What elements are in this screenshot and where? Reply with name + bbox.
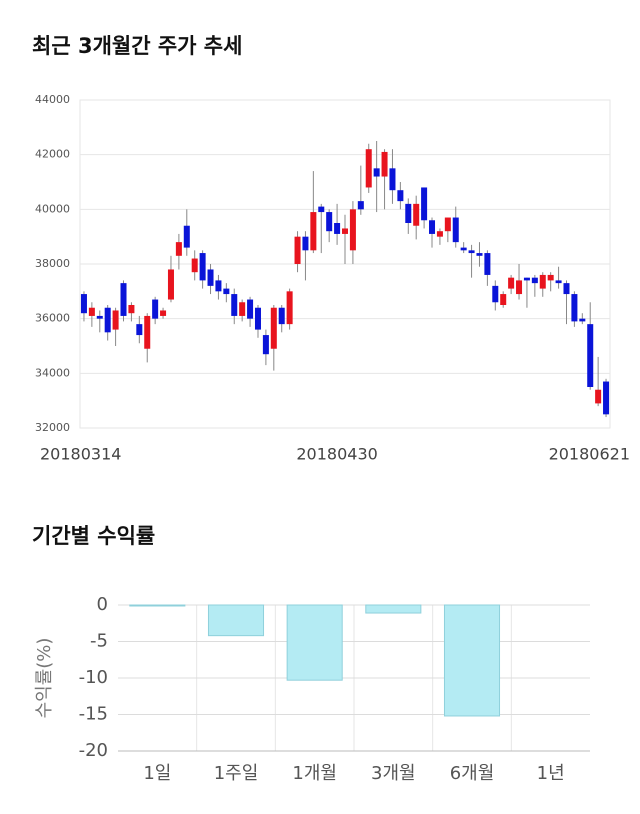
candle-body	[476, 253, 483, 256]
candle-body	[429, 220, 436, 234]
candle-body	[452, 217, 459, 243]
candle-body	[587, 324, 594, 387]
candle-body	[436, 231, 443, 237]
candle-body	[405, 203, 412, 223]
candle-body	[500, 294, 507, 305]
y-tick-label: 0	[97, 594, 108, 615]
bar	[286, 604, 343, 681]
candle-body	[516, 280, 523, 295]
candle-body	[136, 324, 143, 336]
candle-body	[286, 291, 293, 325]
candle-body	[152, 299, 159, 319]
candle-body	[310, 212, 317, 251]
candle-body	[603, 381, 610, 415]
candle-body	[595, 389, 602, 404]
candle-body	[397, 190, 404, 202]
candle-body	[341, 228, 349, 234]
candle-body	[357, 201, 364, 210]
candle-body	[389, 168, 396, 191]
candle-body	[167, 269, 174, 300]
candle-body	[334, 223, 341, 234]
bar	[365, 604, 422, 614]
candle-body	[247, 299, 254, 319]
x-tick-label: 20180430	[296, 445, 377, 464]
candle-body	[239, 302, 246, 316]
candle-body	[183, 225, 190, 248]
x-tick-label: 1년	[537, 763, 565, 784]
candle-body	[381, 151, 388, 177]
candle-body	[539, 274, 546, 289]
candle-body	[365, 149, 372, 188]
y-tick-label: 44000	[35, 93, 70, 106]
candle-body	[128, 305, 135, 314]
candle-body	[270, 307, 277, 349]
x-tick-label: 20180314	[40, 445, 121, 464]
x-tick-label: 1일	[143, 763, 171, 784]
candle-body	[531, 277, 538, 284]
candle-body	[373, 168, 380, 177]
candle-body	[563, 283, 570, 295]
candle-body	[302, 236, 309, 251]
candle-body	[80, 294, 87, 314]
candle-body	[492, 285, 499, 303]
candle-body	[523, 277, 530, 281]
chart-title: 최근 3개월간 주가 추세	[32, 34, 242, 58]
candle-body	[231, 294, 238, 316]
y-tick-label: 38000	[35, 257, 70, 270]
candle-body	[571, 294, 578, 322]
candle-body	[254, 307, 261, 330]
candle-body	[508, 277, 515, 289]
candle-body	[144, 315, 151, 349]
candle-body	[294, 236, 301, 264]
y-tick-label: -5	[90, 631, 108, 652]
bar	[443, 604, 501, 717]
candle-body	[160, 310, 167, 316]
candle-body	[104, 307, 111, 333]
y-tick-label: 42000	[35, 148, 70, 161]
y-tick-label: 34000	[35, 366, 70, 379]
candle-body	[223, 288, 230, 295]
candle-body	[120, 283, 127, 316]
bar	[129, 604, 186, 607]
candle-body	[547, 274, 554, 281]
y-tick-label: 32000	[35, 421, 70, 434]
y-tick-label: 40000	[35, 202, 70, 215]
candle-body	[326, 212, 333, 232]
y-axis-label: 수익률(%)	[34, 638, 55, 719]
candle-body	[444, 217, 451, 232]
x-tick-label: 1주일	[214, 763, 259, 784]
candle-body	[207, 269, 214, 286]
candle-body	[191, 258, 198, 273]
candle-body	[96, 315, 103, 319]
candle-body	[215, 280, 222, 292]
y-tick-label: -15	[79, 704, 108, 725]
candle-body	[579, 318, 586, 322]
x-tick-label: 3개월	[371, 763, 416, 784]
candle-body	[88, 307, 95, 316]
x-tick-label: 6개월	[450, 763, 495, 784]
candle-body	[555, 280, 562, 284]
candle-body	[318, 206, 325, 213]
x-tick-label: 20180621	[549, 445, 630, 464]
bar	[207, 604, 265, 637]
y-tick-label: 36000	[35, 312, 70, 325]
y-tick-label: -20	[79, 740, 108, 761]
candle-body	[199, 253, 206, 281]
candle-body	[349, 209, 356, 251]
candle-body	[262, 335, 269, 355]
candle-body	[413, 203, 420, 226]
x-tick-label: 1개월	[292, 763, 337, 784]
candle-body	[460, 247, 467, 251]
candle-body	[484, 253, 491, 275]
candle-body	[278, 307, 285, 325]
candle-body	[468, 250, 475, 254]
candle-body	[175, 242, 182, 256]
candle-body	[112, 310, 119, 330]
y-tick-label: -10	[79, 667, 108, 688]
candle-body	[421, 187, 428, 221]
chart-title: 기간별 수익률	[32, 524, 155, 548]
